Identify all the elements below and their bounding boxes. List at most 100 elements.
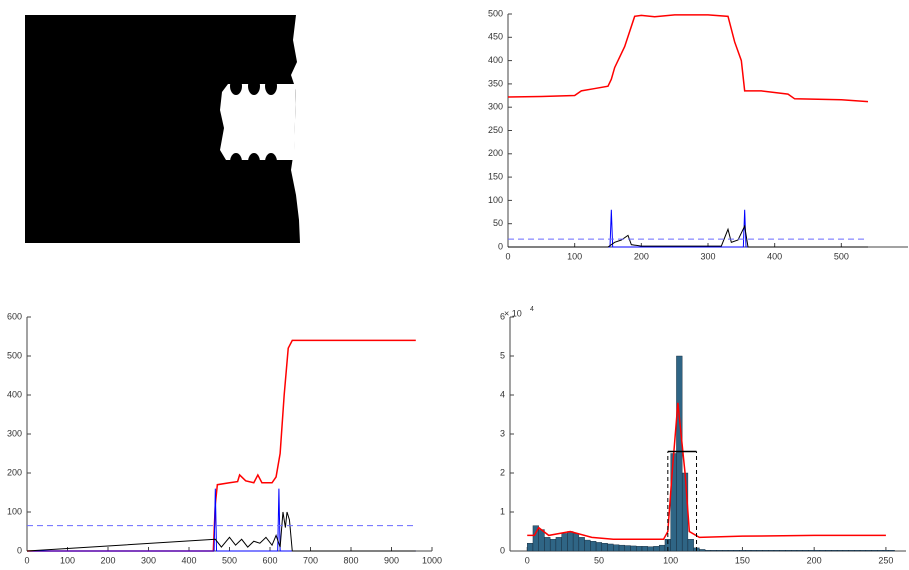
histogram-bar (619, 545, 625, 551)
histogram-bar (579, 537, 585, 551)
histogram-bar (642, 546, 648, 551)
histogram-bar (562, 533, 568, 551)
x-tick-label: 200 (100, 555, 115, 565)
x-tick-label: 700 (303, 555, 318, 565)
line-series (508, 210, 868, 247)
y-tick-label: 150 (488, 171, 503, 181)
y-tick-label: 4 (500, 389, 505, 399)
histogram-bar (837, 550, 843, 551)
histogram-bar (791, 550, 797, 551)
histogram-bar (699, 549, 705, 551)
y-tick-label: 400 (7, 389, 22, 399)
y-tick-label: 50 (493, 218, 503, 228)
x-tick-label: 100 (663, 555, 678, 565)
histogram-bar (843, 550, 849, 551)
x-tick-label: 100 (60, 555, 75, 565)
x-tick-label: 1000 (422, 555, 442, 565)
y-tick-label: 600 (7, 311, 22, 321)
line-series (508, 226, 868, 247)
histogram-bar (544, 537, 550, 551)
x-tick-label: 400 (767, 251, 782, 261)
y-tick-label: 450 (488, 32, 503, 42)
line-series (27, 340, 416, 551)
x-tick-label: 50 (594, 555, 604, 565)
histogram-bar (889, 550, 895, 551)
histogram-bar (671, 454, 677, 552)
line-series (508, 15, 868, 102)
x-tick-label: 200 (807, 555, 822, 565)
y-tick-label: 500 (488, 8, 503, 18)
histogram-bar (596, 542, 602, 551)
y-exponent: 4 (530, 306, 534, 313)
x-tick-label: 300 (141, 555, 156, 565)
histogram-bar (659, 545, 665, 551)
histogram-bar (636, 546, 642, 551)
histogram-bar (648, 547, 654, 551)
histogram-bar (877, 550, 883, 551)
histogram-bar (602, 543, 608, 551)
histogram-bar (567, 532, 573, 552)
histogram-bar (625, 546, 631, 551)
x-tick-label: 900 (384, 555, 399, 565)
histogram-bar (751, 550, 757, 551)
histogram-bar (826, 550, 832, 551)
histogram-bar (860, 550, 866, 551)
histogram-bar (780, 550, 786, 551)
x-tick-label: 300 (700, 251, 715, 261)
y-tick-label: 3 (500, 428, 505, 438)
y-tick-label: 100 (488, 195, 503, 205)
x-tick-label: 500 (834, 251, 849, 261)
x-tick-label: 0 (24, 555, 29, 565)
y-tick-label: 300 (7, 428, 22, 438)
histogram-bar (608, 544, 614, 551)
line-series (27, 489, 416, 551)
histogram-bar (539, 530, 545, 551)
histogram-bar (831, 550, 837, 551)
x-tick-label: 150 (735, 555, 750, 565)
y-tick-label: 300 (488, 102, 503, 112)
histogram-bar (814, 550, 820, 551)
x-tick-label: 100 (567, 251, 582, 261)
x-tick-label: 600 (262, 555, 277, 565)
histogram-bar (820, 550, 826, 551)
histogram-bar (682, 473, 688, 551)
line-series (27, 512, 416, 551)
histogram-bar (585, 540, 591, 551)
y-tick-label: 0 (498, 241, 503, 251)
histogram-bar (705, 550, 711, 551)
histogram-bar (768, 550, 774, 551)
y-tick-label: 0 (17, 545, 22, 555)
binary-image (25, 15, 300, 243)
y-multiplier: × 10 (504, 308, 522, 318)
x-tick-label: 800 (343, 555, 358, 565)
histogram-bar (854, 550, 860, 551)
y-tick-label: 100 (7, 506, 22, 516)
y-tick-label: 0 (500, 545, 505, 555)
y-tick-label: 400 (488, 55, 503, 65)
histogram-bar (722, 550, 728, 551)
y-tick-label: 200 (488, 148, 503, 158)
histogram-bar (803, 550, 809, 551)
histogram-bar (774, 550, 780, 551)
y-tick-label: 500 (7, 350, 22, 360)
y-tick-label: 5 (500, 350, 505, 360)
x-tick-label: 0 (525, 555, 530, 565)
histogram-bar (728, 550, 734, 551)
histogram-bar (550, 539, 556, 551)
histogram-bar (883, 550, 889, 551)
histogram-bar (556, 537, 562, 551)
x-tick-label: 400 (181, 555, 196, 565)
subplot: 0 100 200 300 400 500 600 0 100 200 300 400 500 600 70… (7, 311, 442, 565)
histogram-bar (740, 550, 746, 551)
histogram-bar (745, 550, 751, 551)
y-tick-label: 200 (7, 467, 22, 477)
histogram-bar (613, 545, 619, 551)
x-tick-label: 500 (222, 555, 237, 565)
histogram-bar (573, 533, 579, 551)
line-series (527, 403, 886, 540)
histogram-bar (676, 356, 682, 551)
histogram-bar (849, 550, 855, 551)
histogram-bar (797, 550, 803, 551)
histogram-bar (785, 550, 791, 551)
